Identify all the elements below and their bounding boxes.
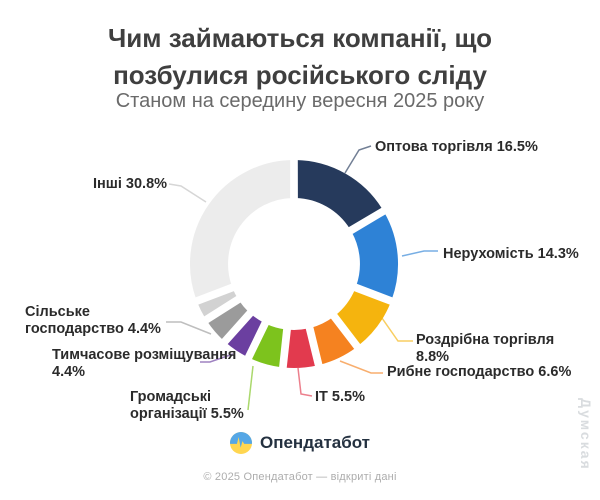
leader-line-6 <box>200 353 234 363</box>
leader-line-3 <box>339 360 383 374</box>
segment-label-4: IT 5.5% <box>315 389 365 405</box>
copyright-line: © 2025 Опендатабот — відкриті дані <box>203 471 397 483</box>
title-line-1: Чим займаються компанії, що <box>108 23 492 53</box>
donut-segment-оптова-торгівля[interactable] <box>293 156 387 232</box>
segment-label-5: Громадські організації 5.5% <box>130 389 244 422</box>
leader-line-4 <box>297 367 313 397</box>
donut-segment-other-8[interactable] <box>193 286 241 322</box>
segment-label-6: Тимчасове розміщування 4.4% <box>52 347 237 380</box>
page-title: Чим займаються компанії, що позбулися ро… <box>0 20 600 94</box>
leader-line-9 <box>168 183 207 203</box>
watermark-text: Думская <box>578 398 594 471</box>
title-line-2: позбулися російського сліду <box>113 60 487 90</box>
leader-line-5 <box>247 365 254 411</box>
donut-segment-інші[interactable] <box>186 156 295 302</box>
leader-line-7 <box>166 321 212 335</box>
opendatabot-logo-icon <box>229 432 252 454</box>
segment-label-2: Роздрібна торгівля 8.8% <box>416 332 555 365</box>
brand-row: Опендатабот <box>0 432 600 454</box>
segment-label-3: Рибне господарство 6.6% <box>387 364 572 380</box>
leader-line-2 <box>376 310 413 342</box>
leader-line-1 <box>401 250 438 257</box>
segment-label-7: Сільське господарство 4.4% <box>25 304 161 337</box>
segment-label-0: Оптова торгівля 16.5% <box>375 139 538 155</box>
donut-segment-нерухомість[interactable] <box>348 209 402 302</box>
leader-line-0 <box>344 145 372 174</box>
brand-name: Опендатабот <box>259 433 371 452</box>
segment-label-1: Нерухомість 14.3% <box>443 246 579 262</box>
segment-label-9: Інші 30.8% <box>93 176 168 192</box>
donut-segment-громадські-організації[interactable] <box>247 320 288 372</box>
donut-segment-сільське-господарство[interactable] <box>203 297 252 344</box>
donut-segment-тимчасове-розміщування[interactable] <box>222 311 267 361</box>
donut-segment-it[interactable] <box>282 324 320 373</box>
donut-segment-роздрібна-торгівля[interactable] <box>332 286 395 349</box>
donut-segment-рибне-господарство[interactable] <box>309 313 359 369</box>
page-subtitle: Станом на середину вересня 2025 року <box>115 90 485 112</box>
